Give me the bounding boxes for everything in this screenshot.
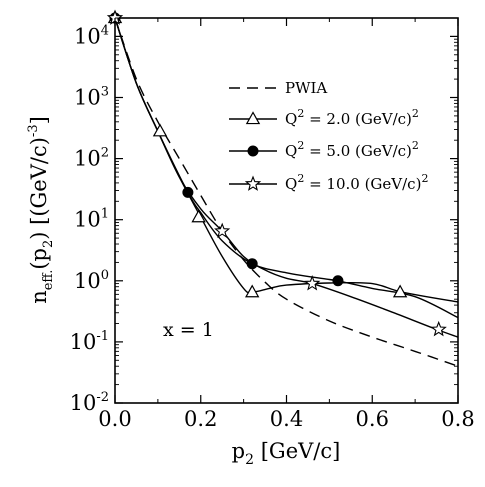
series-1-point bbox=[191, 209, 206, 223]
y-tick-label: 100 bbox=[74, 268, 109, 293]
x-axis-title: p2 [GeV/c] bbox=[232, 439, 341, 468]
legend: PWIA Q2 = 2.0 (GeV/c)2 Q2 = 5.0 (GeV/c)2 Q2… bbox=[229, 79, 428, 193]
series-3-point bbox=[430, 320, 447, 337]
y-tick-label: 101 bbox=[74, 207, 109, 232]
legend-marker-3 bbox=[244, 175, 262, 191]
axis-ticks: 0.0 0.2 0.4 0.6 0.8 10-2 10-1 100 101 102 103 104 bbox=[70, 17, 475, 431]
x-tick-label: 0.2 bbox=[184, 407, 217, 431]
y-tick-label: 104 bbox=[74, 23, 109, 48]
y-tick-label: 103 bbox=[74, 84, 109, 109]
legend-label-2: Q2 = 5.0 (GeV/c)2 bbox=[285, 139, 419, 160]
legend-label-0: PWIA bbox=[285, 79, 327, 97]
series-line-1 bbox=[114, 17, 459, 303]
legend-marker-2 bbox=[247, 145, 259, 157]
y-tick-label: 10-1 bbox=[70, 329, 109, 354]
y-tick-label: 10-2 bbox=[70, 390, 109, 415]
plot-area-border bbox=[114, 17, 459, 404]
series-3-point bbox=[214, 222, 231, 239]
series-1-point bbox=[245, 284, 260, 298]
series-2-point bbox=[182, 186, 194, 198]
series-3-point bbox=[304, 275, 321, 291]
x-tick-label: 0.4 bbox=[270, 407, 303, 431]
plot-frame bbox=[114, 17, 459, 404]
series-line-2 bbox=[114, 17, 459, 319]
y-axis-title: neff.(p2) [(GeV/c)-3] bbox=[26, 116, 56, 304]
x-tick-label: 0.0 bbox=[98, 407, 131, 431]
annotation-x-equals-1: x = 1 bbox=[163, 319, 214, 341]
series-1-point bbox=[392, 284, 408, 298]
x-tick-label: 0.8 bbox=[441, 407, 474, 431]
y-tick-label: 102 bbox=[74, 146, 109, 171]
x-tick-label: 0.6 bbox=[356, 407, 389, 431]
legend-label-1: Q2 = 2.0 (GeV/c)2 bbox=[285, 107, 419, 128]
series-2-point bbox=[246, 258, 258, 270]
legend-marker-1 bbox=[245, 111, 261, 125]
legend-label-3: Q2 = 10.0 (GeV/c)2 bbox=[285, 172, 428, 193]
series-line-0 bbox=[114, 17, 459, 367]
series-1-point bbox=[152, 123, 168, 137]
series-2-point bbox=[332, 275, 344, 287]
